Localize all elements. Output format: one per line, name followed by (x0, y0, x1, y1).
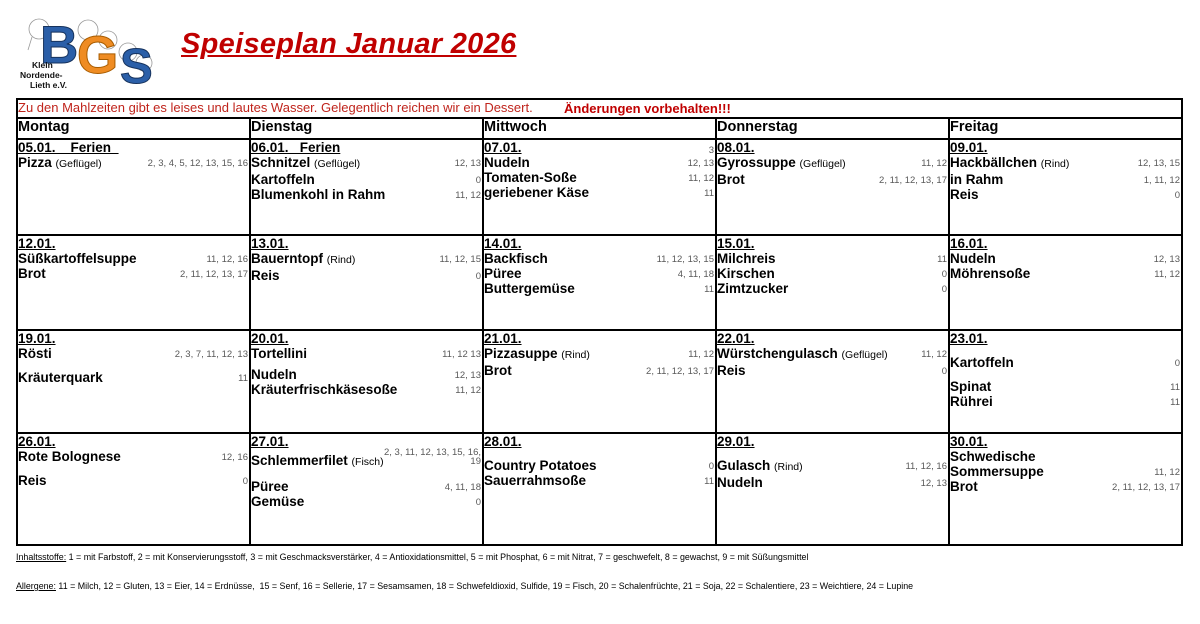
svg-text:Lieth e.V.: Lieth e.V. (30, 80, 67, 90)
svg-text:Nordende-: Nordende- (20, 70, 63, 80)
svg-text:S: S (120, 40, 153, 90)
svg-text:Klein: Klein (32, 60, 53, 70)
svg-text:G: G (77, 26, 118, 85)
